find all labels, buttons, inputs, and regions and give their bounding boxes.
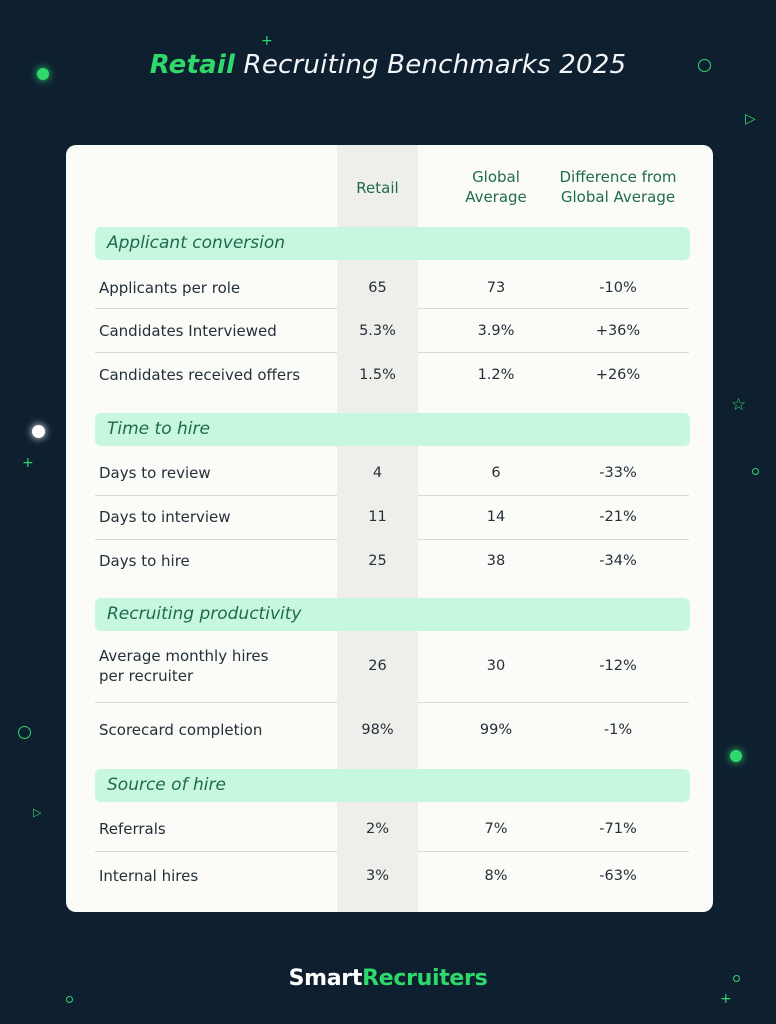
retail-value: 65: [368, 280, 387, 296]
global-value: 3.9%: [477, 323, 515, 339]
row-divider: [95, 308, 337, 309]
page-title: Retail Recruiting Benchmarks 2025: [0, 50, 776, 80]
column-header-global: Global Average: [446, 167, 546, 207]
global-value: 99%: [479, 722, 513, 738]
difference-value: +26%: [595, 367, 641, 383]
difference-value: +36%: [595, 323, 641, 339]
sparkle-icon: +: [22, 455, 34, 471]
row-divider: [418, 308, 689, 309]
row-label: Scorecard completion: [99, 721, 263, 739]
row-divider: [95, 539, 337, 540]
row-divider: [95, 495, 337, 496]
retail-value: 11: [368, 509, 387, 525]
section-header-time-to-hire: Time to hire: [95, 413, 690, 446]
column-header-difference: Difference from Global Average: [546, 167, 690, 207]
ring-decoration: [698, 59, 711, 72]
sparkle-icon: +: [720, 991, 732, 1007]
global-value: 1.2%: [477, 367, 515, 383]
column-header-global-line2: Average: [465, 188, 527, 206]
white-glow-dot: [32, 425, 45, 438]
ring-decoration: [18, 726, 31, 739]
global-value: 38: [486, 553, 506, 569]
difference-value: -33%: [599, 465, 637, 481]
row-divider: [418, 495, 689, 496]
row-label: Days to interview: [99, 508, 231, 526]
row-label-line1: Average monthly hires: [99, 647, 269, 665]
title-accent: Retail: [149, 50, 236, 80]
row-label: Days to hire: [99, 552, 190, 570]
difference-value: -12%: [599, 658, 637, 674]
difference-value: -63%: [599, 868, 637, 884]
row-divider: [418, 352, 689, 353]
retail-value: 98%: [361, 722, 394, 738]
retail-value: 26: [368, 658, 387, 674]
benchmark-table-card: Retail Global Average Difference from Gl…: [66, 145, 713, 912]
difference-value: -10%: [599, 280, 637, 296]
title-rest: Recruiting Benchmarks 2025: [235, 50, 627, 80]
row-label: Applicants per role: [99, 279, 241, 297]
row-label: Referrals: [99, 820, 166, 838]
triangle-icon: ▷: [33, 806, 42, 819]
difference-value: -21%: [599, 509, 637, 525]
row-divider: [95, 851, 337, 852]
row-divider: [95, 702, 337, 703]
column-header-retail: Retail: [337, 178, 418, 198]
global-value: 7%: [484, 821, 508, 837]
retail-value: 5.3%: [359, 323, 396, 339]
global-value: 8%: [484, 868, 508, 884]
global-value: 14: [486, 509, 506, 525]
column-header-difference-line1: Difference from: [559, 168, 677, 186]
retail-value: 4: [372, 465, 383, 481]
sparkle-icon: +: [261, 33, 273, 49]
glow-dot: [730, 750, 742, 762]
global-value: 73: [486, 280, 506, 296]
row-label: Candidates Interviewed: [99, 322, 277, 340]
difference-value: -34%: [599, 553, 637, 569]
ring-decoration: [752, 468, 759, 475]
section-header-applicant-conversion: Applicant conversion: [95, 227, 690, 260]
column-header-difference-line2: Global Average: [560, 188, 676, 206]
difference-value: -71%: [599, 821, 637, 837]
retail-value: 25: [368, 553, 387, 569]
ring-decoration: [733, 975, 740, 982]
logo-part-recruiters: Recruiters: [362, 966, 488, 991]
star-icon: ☆: [731, 395, 747, 415]
row-label: Internal hires: [99, 867, 199, 885]
retail-value: 3%: [365, 868, 389, 884]
section-header-source-of-hire: Source of hire: [95, 769, 690, 802]
ring-decoration: [66, 996, 73, 1003]
global-value: 6: [491, 465, 501, 481]
logo-part-smart: Smart: [288, 966, 363, 991]
triangle-icon: ▷: [745, 111, 756, 127]
row-label: Average monthly hires per recruiter: [99, 646, 268, 686]
column-header-retail-text: Retail: [356, 179, 399, 197]
glow-dot: [37, 68, 49, 80]
section-header-recruiting-productivity: Recruiting productivity: [95, 598, 690, 631]
smartrecruiters-logo: SmartRecruiters: [0, 966, 776, 991]
difference-value: -1%: [603, 722, 633, 738]
row-divider: [95, 352, 337, 353]
row-label-line2: per recruiter: [99, 667, 194, 685]
global-value: 30: [486, 658, 506, 674]
row-label: Days to review: [99, 464, 211, 482]
row-divider: [418, 539, 689, 540]
retail-value: 1.5%: [359, 367, 396, 383]
row-divider: [418, 851, 689, 852]
column-header-global-line1: Global: [472, 168, 520, 186]
row-divider: [418, 702, 689, 703]
row-label: Candidates received offers: [99, 366, 301, 384]
retail-value: 2%: [365, 821, 389, 837]
